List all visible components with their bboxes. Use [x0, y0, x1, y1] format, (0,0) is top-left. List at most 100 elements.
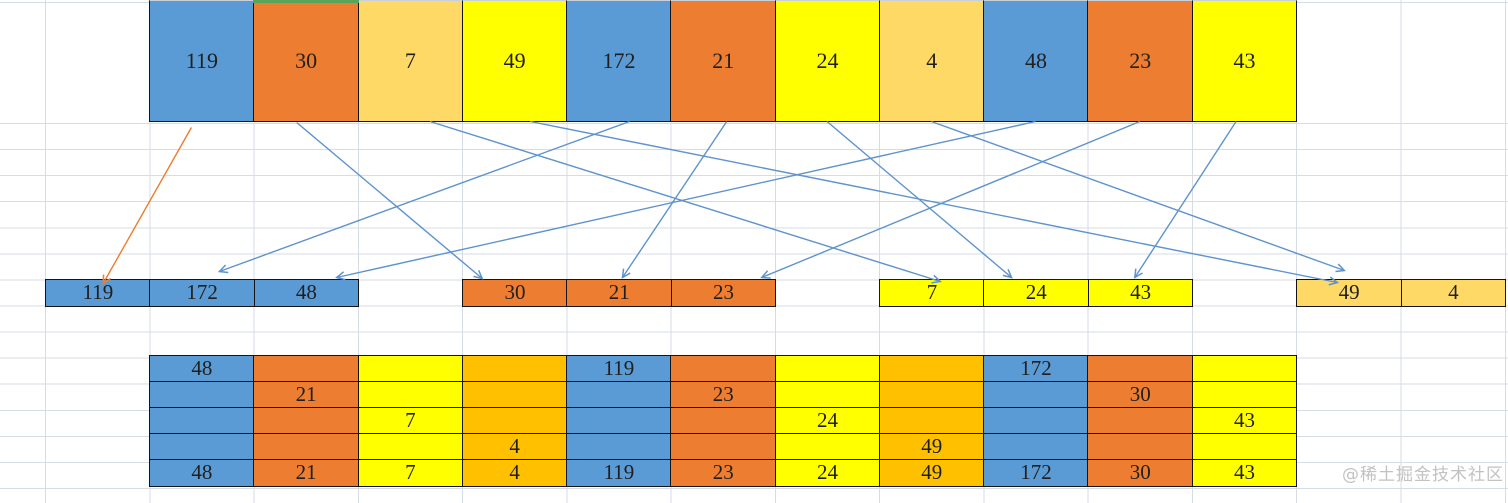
bottom-cell-empty-c8: [878, 381, 985, 409]
bottom-cell-empty-c9: [983, 407, 1089, 435]
bottom-cell-119: 119: [566, 459, 672, 487]
middle-cell-24: 24: [983, 278, 1090, 307]
bottom-cell-empty-c8: [878, 355, 985, 383]
arrow-30-to-orange-group: [296, 121, 484, 280]
bottom-cell-empty-c3: [357, 433, 464, 461]
bottom-cell-empty-c3: [357, 355, 464, 383]
bottom-cell-empty-c4: [461, 355, 568, 383]
bottom-cell-empty-c1: [149, 407, 255, 435]
bottom-cell-empty-c7: [774, 433, 881, 461]
bottom-cell-empty-c2: [253, 407, 360, 435]
bottom-cell-empty-c7: [774, 355, 881, 383]
arrow-4-to-gold-group: [931, 120, 1346, 273]
bottom-grid-row-1: 48 119 172: [149, 355, 1298, 383]
middle-cell-21: 21: [566, 278, 673, 307]
arrow-48-to-blue-group: [335, 120, 1036, 281]
bottom-cell-empty-c4: [461, 407, 568, 435]
bottom-cell-30: 30: [1087, 381, 1194, 409]
middle-cell-43: 43: [1087, 278, 1194, 307]
watermark: @稀土掘金技术社区: [1342, 465, 1504, 485]
top-cell-172: 172: [566, 0, 672, 122]
bottom-cell-empty-c4: [461, 381, 568, 409]
bottom-cell-empty-c6: [670, 433, 777, 461]
middle-cell-23: 23: [670, 278, 777, 307]
middle-group-blue: 119 172 48: [45, 278, 360, 307]
bottom-cell-empty-c3: [357, 381, 464, 409]
middle-cell-30: 30: [462, 278, 568, 307]
bottom-cell-24: 24: [774, 459, 881, 487]
bottom-cell-empty-c5: [566, 381, 672, 409]
bottom-cell-empty-c2: [253, 433, 360, 461]
bottom-cell-119: 119: [566, 355, 672, 383]
top-cell-23: 23: [1087, 0, 1194, 122]
bottom-cell-43: 43: [1191, 459, 1298, 487]
top-row-unsorted-values: 119 30 7 49 172 21 24 4 48 23 43: [149, 0, 1298, 122]
bottom-cell-empty-c6: [670, 407, 777, 435]
top-cell-30: 30: [253, 0, 360, 122]
bottom-cell-empty-c1: [149, 381, 255, 409]
top-cell-4: 4: [878, 0, 985, 122]
top-cell-21: 21: [670, 0, 777, 122]
middle-cell-172: 172: [149, 278, 256, 307]
arrow-23-to-orange-group: [760, 120, 1141, 279]
arrow-49-to-gold-group: [530, 120, 1340, 286]
top-cell-48: 48: [983, 0, 1089, 122]
middle-cell-7: 7: [879, 278, 985, 307]
arrow-21-to-orange-group: [621, 121, 728, 279]
bottom-grid-row-5: 48 21 7 4 119 23 24 49 172 30 43: [149, 459, 1298, 487]
bottom-cell-empty-c11: [1191, 433, 1298, 461]
middle-cell-48: 48: [253, 278, 360, 307]
middle-cell-4: 4: [1400, 278, 1507, 307]
bottom-cell-empty-c9: [983, 381, 1089, 409]
bottom-cell-7: 7: [357, 407, 464, 435]
top-cell-7: 7: [357, 0, 464, 122]
arrow-7-to-yellow-group: [429, 120, 942, 284]
middle-group-yellow: 7 24 43: [879, 278, 1194, 307]
bottom-cell-23: 23: [670, 381, 777, 409]
middle-group-orange: 30 21 23: [462, 278, 777, 307]
bottom-cell-24: 24: [774, 407, 881, 435]
bottom-cell-empty-c7: [774, 381, 881, 409]
arrow-172-to-blue-group: [217, 120, 630, 274]
top-cell-43: 43: [1191, 0, 1298, 122]
arrow-24-to-yellow-group: [826, 120, 1013, 279]
middle-group-gold: 49 4: [1296, 278, 1507, 307]
bottom-cell-172: 172: [983, 459, 1089, 487]
bottom-cell-48: 48: [149, 355, 255, 383]
bottom-cell-empty-c10: [1087, 433, 1194, 461]
bottom-cell-49: 49: [878, 433, 985, 461]
bottom-cell-empty-c10: [1087, 407, 1194, 435]
middle-cell-49: 49: [1296, 278, 1402, 307]
bottom-cell-49: 49: [878, 459, 985, 487]
bottom-cell-4: 4: [461, 459, 568, 487]
bottom-grid-row-2: 21 23 30: [149, 381, 1298, 409]
bottom-cell-empty-c8: [878, 407, 985, 435]
top-cell-49: 49: [461, 0, 568, 122]
top-cell-119: 119: [149, 0, 255, 122]
bottom-cell-23: 23: [670, 459, 777, 487]
bottom-cell-172: 172: [983, 355, 1089, 383]
bottom-cell-21: 21: [253, 459, 360, 487]
bottom-cell-empty-c1: [149, 433, 255, 461]
bottom-cell-48: 48: [149, 459, 255, 487]
arrow-119-to-blue-group: [102, 127, 193, 285]
bottom-grid-row-3: 7 24 43: [149, 407, 1298, 435]
bottom-cell-empty-c9: [983, 433, 1089, 461]
middle-cell-119: 119: [45, 278, 151, 307]
bottom-cell-43: 43: [1191, 407, 1298, 435]
bottom-cell-30: 30: [1087, 459, 1194, 487]
bottom-cell-empty-c5: [566, 433, 672, 461]
bottom-cell-empty-c5: [566, 407, 672, 435]
bottom-cell-4: 4: [461, 433, 568, 461]
bottom-cell-21: 21: [253, 381, 360, 409]
bottom-cell-empty-c10: [1087, 355, 1194, 383]
bottom-cell-empty-c6: [670, 355, 777, 383]
bottom-cell-empty-c2: [253, 355, 360, 383]
bottom-cell-empty-c11: [1191, 381, 1298, 409]
arrow-43-to-yellow-group: [1133, 121, 1237, 279]
bottom-cell-7: 7: [357, 459, 464, 487]
top-cell-24: 24: [774, 0, 881, 122]
bottom-cell-empty-c11: [1191, 355, 1298, 383]
bottom-grid-row-4: 4 49: [149, 433, 1298, 461]
